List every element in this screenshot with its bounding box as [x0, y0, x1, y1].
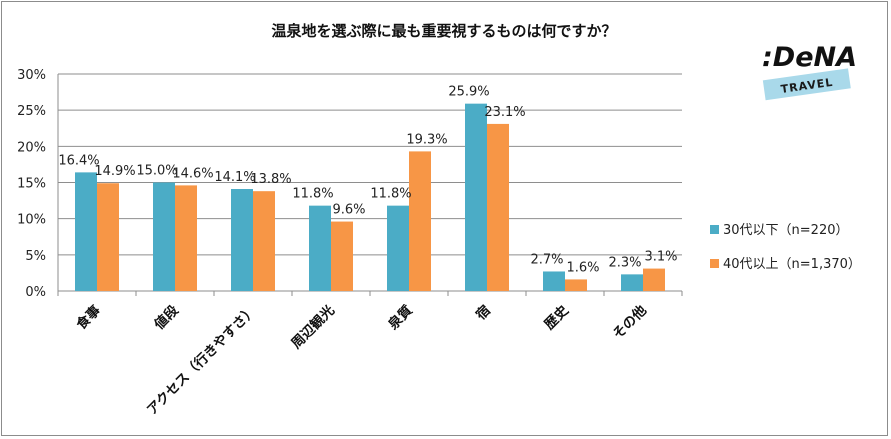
- legend-swatch-under-30s: [710, 225, 719, 234]
- bar-under-30s: [387, 205, 409, 291]
- dena-travel-logo: :DeNA TRAVEL: [762, 42, 857, 101]
- bar-over-40s: [409, 151, 431, 291]
- value-label: 2.3%: [608, 255, 641, 270]
- legend-label-over-40s: 40代以上（n=1,370）: [723, 257, 861, 272]
- bars: [75, 103, 665, 291]
- x-category-label: 宿: [472, 302, 494, 324]
- bar-under-30s: [75, 172, 97, 291]
- value-label: 25.9%: [448, 85, 489, 100]
- x-axis: 食事 値段アクセス（行きやすさ） 周辺観光 泉質宿歴史 その他: [57, 291, 683, 418]
- logo-brand: :DeNA: [762, 42, 857, 73]
- chart-title: 温泉地を選ぶ際に最も重要視するものは何ですか？: [271, 22, 616, 40]
- bar-over-40s: [643, 268, 665, 291]
- x-category-label: 泉質: [385, 301, 416, 332]
- value-labels: 16.4%14.9% 15.0%14.6% 14.1%13.8%11.8%9.6%1…: [58, 85, 677, 276]
- value-label: 2.7%: [530, 252, 563, 267]
- bar-over-40s: [97, 183, 119, 291]
- value-label: 19.3%: [406, 132, 447, 147]
- value-label: 16.4%: [58, 153, 99, 168]
- bar-under-30s: [309, 205, 331, 291]
- bar-under-30s: [465, 103, 487, 291]
- bar-over-40s: [487, 123, 509, 291]
- x-category-label: 周辺観光: [288, 301, 339, 352]
- gridlines: [58, 73, 682, 292]
- bar-under-30s: [153, 182, 175, 291]
- value-label: 14.6%: [172, 166, 213, 181]
- bar-over-40s: [331, 221, 353, 291]
- value-label: 3.1%: [644, 250, 677, 265]
- legend-swatch-over-40s: [710, 259, 719, 268]
- value-label: 9.6%: [332, 203, 365, 218]
- value-label: 11.8%: [292, 187, 333, 202]
- bar-over-40s: [565, 279, 587, 291]
- y-tick-label: 25%: [17, 104, 46, 119]
- y-tick-label: 0%: [25, 285, 46, 300]
- bar-over-40s: [253, 191, 275, 291]
- y-tick-label: 30%: [17, 68, 46, 83]
- y-tick-label: 20%: [17, 140, 46, 155]
- bar-over-40s: [175, 185, 197, 291]
- bar-under-30s: [543, 271, 565, 291]
- value-label: 15.0%: [136, 164, 177, 179]
- value-label: 11.8%: [370, 187, 411, 202]
- bar-under-30s: [621, 274, 643, 291]
- x-category-label: 値段: [150, 301, 182, 333]
- bar-under-30s: [231, 189, 253, 291]
- x-category-label: その他: [609, 301, 650, 342]
- x-category-label: 食事: [73, 301, 104, 332]
- x-category-label: 歴史: [541, 302, 572, 333]
- y-tick-label: 5%: [25, 249, 46, 264]
- legend-label-under-30s: 30代以下（n=220）: [723, 223, 849, 238]
- value-label: 14.1%: [214, 170, 255, 185]
- logo-band: [762, 68, 851, 101]
- value-label: 23.1%: [484, 105, 525, 120]
- y-tick-label: 10%: [17, 213, 46, 228]
- value-label: 13.8%: [250, 172, 291, 187]
- y-tick-label: 15%: [17, 177, 46, 192]
- legend: 30代以下（n=220） 40代以上（n=1,370）: [710, 223, 861, 272]
- y-axis: 0% 5% 10% 15% 20% 25% 30%: [17, 68, 59, 300]
- value-label: 1.6%: [566, 260, 599, 275]
- value-label: 14.9%: [94, 164, 135, 179]
